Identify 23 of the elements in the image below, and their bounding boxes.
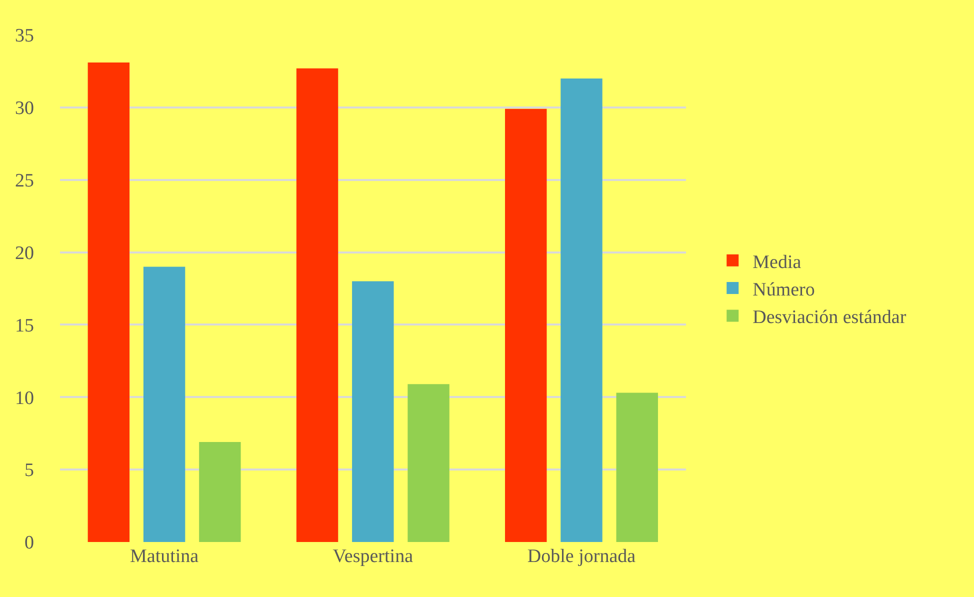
bar <box>199 442 241 542</box>
y-tick-label: 5 <box>24 460 34 482</box>
bar <box>408 384 450 542</box>
bar <box>143 266 186 542</box>
y-tick-label: 25 <box>15 170 34 192</box>
bar <box>88 62 130 542</box>
legend-label: Desviación estándar <box>752 307 907 328</box>
bar <box>352 281 394 542</box>
x-tick-label: Matutina <box>130 546 200 567</box>
legend-label: Número <box>752 279 815 300</box>
bar <box>296 68 338 542</box>
x-tick-label: Doble jornada <box>527 546 636 567</box>
y-tick-label: 20 <box>15 242 34 264</box>
bar <box>616 392 658 542</box>
y-tick-label: 10 <box>15 388 34 409</box>
bar <box>505 108 547 542</box>
y-tick-label: 15 <box>15 315 34 336</box>
y-tick-label: 0 <box>24 532 34 554</box>
bar <box>560 78 602 542</box>
y-tick-label: 35 <box>15 26 34 47</box>
legend-label: Media <box>752 252 802 273</box>
x-tick-label: Vespertina <box>332 546 414 567</box>
y-tick-label: 30 <box>15 98 34 120</box>
